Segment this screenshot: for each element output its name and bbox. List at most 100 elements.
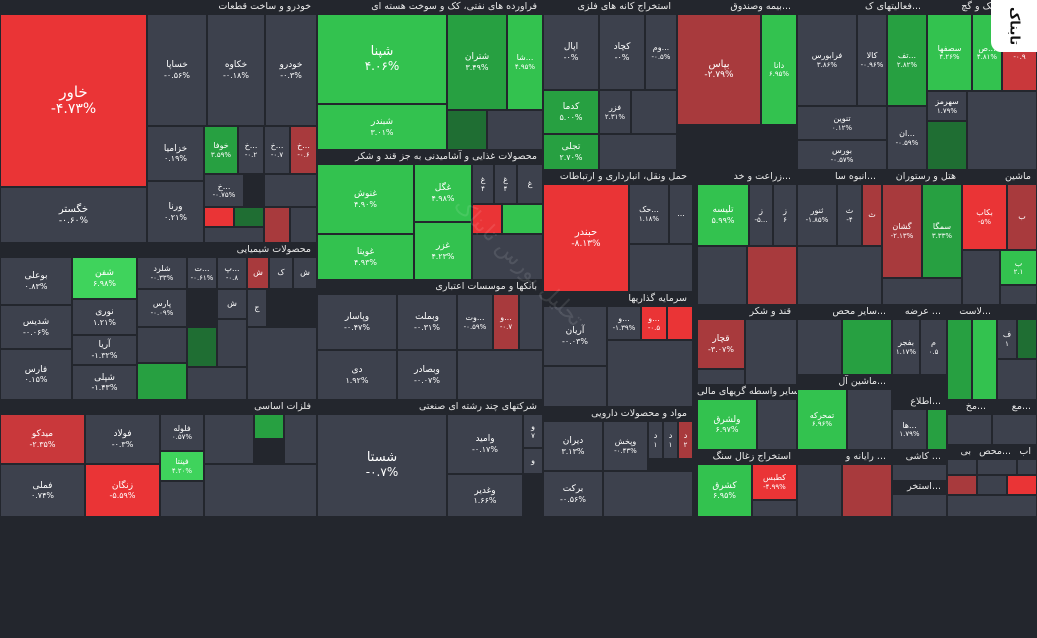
stock-tile[interactable]: نوری ۱.۲۱% xyxy=(72,299,137,335)
stock-tile[interactable]: شستا -۰.۷% xyxy=(317,414,447,517)
group-title[interactable]: خودرو و ساخت قطعات xyxy=(0,0,317,14)
stock-tile[interactable]: خساپا -۰.۵۶% xyxy=(147,14,207,126)
stock-tile[interactable]: شلرد -۰.۳۳% xyxy=(137,257,187,289)
stock-tile[interactable] xyxy=(254,414,284,439)
stock-tile[interactable] xyxy=(264,207,290,243)
stock-tile[interactable]: ش xyxy=(217,289,247,319)
stock-tile[interactable]: بپاس -۲.۷۹% xyxy=(677,14,761,125)
group-title[interactable]: سایر واسطه گریهای مالی xyxy=(697,385,797,399)
stock-tile[interactable]: وبصادر -۰.۰۷% xyxy=(397,350,457,400)
stock-tile[interactable]: کالا -۰.۹۶% xyxy=(857,14,887,106)
stock-tile[interactable]: خاور -۴.۷۳% xyxy=(0,14,147,187)
stock-tile[interactable] xyxy=(947,414,992,445)
stock-tile[interactable]: و... -۰.۵ xyxy=(641,306,667,340)
stock-tile[interactable]: گشان -۲.۱۳% xyxy=(882,184,922,278)
stock-tile[interactable] xyxy=(1007,475,1037,495)
stock-tile[interactable] xyxy=(697,369,745,385)
stock-tile[interactable] xyxy=(667,306,693,340)
stock-tile[interactable] xyxy=(234,207,264,227)
stock-tile[interactable]: حک... ۱.۱۸% xyxy=(629,184,669,244)
stock-tile[interactable] xyxy=(745,319,797,385)
stock-tile[interactable]: م ۰.۵ xyxy=(920,319,947,375)
stock-tile[interactable] xyxy=(947,475,977,495)
stock-tile[interactable] xyxy=(947,319,972,400)
stock-tile[interactable]: وامید -۰.۱۷% xyxy=(447,414,523,474)
stock-tile[interactable] xyxy=(972,319,997,400)
stock-tile[interactable]: وپاسار -۰.۴۷% xyxy=(317,294,397,350)
stock-tile[interactable] xyxy=(992,414,1037,445)
stock-tile[interactable]: غگل ۴.۹۸% xyxy=(414,164,472,222)
stock-tile[interactable]: ک xyxy=(269,257,293,289)
group-title[interactable]: ماشین xyxy=(962,170,1037,184)
stock-tile[interactable]: خ... -۰.۷ xyxy=(264,126,290,174)
stock-tile[interactable] xyxy=(217,319,247,367)
stock-tile[interactable] xyxy=(847,389,892,450)
stock-tile[interactable]: خزامیا ۰.۱۹% xyxy=(147,126,204,181)
group-title[interactable]: سایر محص... xyxy=(797,305,892,319)
stock-tile[interactable]: بفجر ۱.۱۷% xyxy=(892,319,920,375)
stock-tile[interactable] xyxy=(284,414,317,464)
group-title[interactable]: کاشی ... xyxy=(892,450,947,464)
group-title[interactable]: بانکها و موسسات اعتباری xyxy=(317,280,543,294)
stock-tile[interactable] xyxy=(967,91,1037,170)
stock-tile[interactable]: فملی ۰.۷۴% xyxy=(0,464,85,517)
stock-tile[interactable] xyxy=(472,204,502,234)
group-title[interactable]: اب xyxy=(1017,445,1037,459)
stock-tile[interactable] xyxy=(137,327,187,363)
group-title[interactable]: هتل و رستوران xyxy=(882,170,962,184)
stock-tile[interactable] xyxy=(977,459,1017,475)
stock-tile[interactable] xyxy=(697,246,747,305)
stock-tile[interactable]: ث -۴ xyxy=(837,184,862,246)
stock-tile[interactable]: وپخش -۰.۴۳% xyxy=(603,421,648,471)
stock-tile[interactable]: تمحرکه ۶.۹۶% xyxy=(797,389,847,450)
stock-tile[interactable]: دی ۱.۹۲% xyxy=(317,350,397,400)
stock-tile[interactable] xyxy=(752,500,797,517)
group-title[interactable]: مواد و محصولات دارویی xyxy=(543,407,693,421)
stock-tile[interactable] xyxy=(502,204,543,234)
stock-tile[interactable]: سصفها ۴.۲۶% xyxy=(927,14,972,91)
stock-tile[interactable]: و xyxy=(523,448,543,474)
stock-tile[interactable]: خ... -۰.۲ xyxy=(238,126,264,174)
group-title[interactable]: حمل ونقل، انبارداری و ارتباطات xyxy=(543,170,693,184)
group-title[interactable]: بیمه وصندوق... xyxy=(677,0,797,14)
stock-tile[interactable] xyxy=(137,363,187,400)
stock-tile[interactable]: فرابورس ۳.۸۶% xyxy=(797,14,857,106)
group-title[interactable]: مع... xyxy=(992,400,1037,414)
stock-tile[interactable] xyxy=(543,366,607,407)
group-title[interactable]: سرمایه گذاریها xyxy=(543,292,693,306)
stock-tile[interactable]: ب xyxy=(1007,184,1037,250)
stock-tile[interactable]: پ... -۰.۸ xyxy=(217,257,247,289)
stock-tile[interactable]: فارس ۰.۱۵% xyxy=(0,349,72,400)
stock-tile[interactable] xyxy=(947,495,1037,517)
stock-tile[interactable] xyxy=(1017,319,1037,359)
stock-tile[interactable]: شتران ۳.۴۹% xyxy=(447,14,507,110)
stock-tile[interactable]: شا... ۴.۹۵% xyxy=(507,14,543,110)
stock-tile[interactable]: فولاد -۰.۳% xyxy=(85,414,160,464)
stock-tile[interactable] xyxy=(599,134,677,170)
stock-tile[interactable]: شپلی -۱.۴۳% xyxy=(72,365,137,400)
stock-tile[interactable]: خکاوه -۰.۱۸% xyxy=(207,14,265,126)
stock-tile[interactable] xyxy=(264,174,317,207)
stock-tile[interactable] xyxy=(629,244,693,292)
stock-tile[interactable]: قچار -۳.۰۷% xyxy=(697,319,745,369)
stock-tile[interactable] xyxy=(842,464,892,517)
stock-tile[interactable] xyxy=(204,414,254,464)
group-title[interactable]: مخ... xyxy=(947,400,992,414)
stock-tile[interactable]: خگستر -۰.۶۰% xyxy=(0,187,147,243)
stock-tile[interactable]: غنوش ۴.۹۰% xyxy=(317,164,414,234)
group-title[interactable]: محصولات غذایی و آشامیدنی به جز قند و شکر xyxy=(317,150,543,164)
stock-tile[interactable]: ها... ۱.۷۹% xyxy=(892,409,927,450)
stock-tile[interactable]: فلوله ۰.۵۷% xyxy=(160,414,204,451)
stock-tile[interactable]: غویتا ۴.۹۳% xyxy=(317,234,414,280)
stock-tile[interactable] xyxy=(290,207,317,243)
stock-tile[interactable]: کدما ۵.۰۰% xyxy=(543,90,599,134)
stock-tile[interactable] xyxy=(160,481,204,517)
stock-tile[interactable]: شفن ۶.۹۸% xyxy=(72,257,137,299)
group-title[interactable]: استخر... xyxy=(892,480,947,494)
group-title[interactable]: محصولات شیمیایی xyxy=(0,243,317,257)
